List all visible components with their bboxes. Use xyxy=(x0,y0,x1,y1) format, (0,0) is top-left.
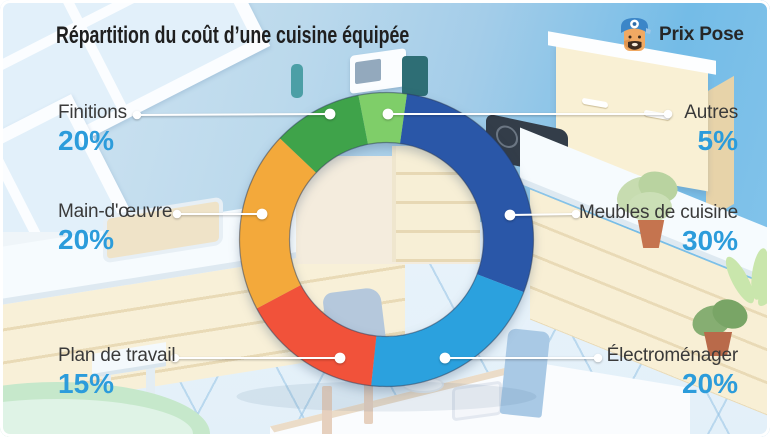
decor-table-leg xyxy=(364,380,373,424)
decor-microwave xyxy=(350,48,406,94)
callout-plan-de-travail: Plan de travail 15% xyxy=(58,345,176,399)
callout-percent: 5% xyxy=(697,125,738,156)
decor-stool-leg xyxy=(146,360,155,402)
decor-table-leg xyxy=(322,386,332,436)
callout-label: Meubles de cuisine xyxy=(578,202,738,223)
callout-percent: 30% xyxy=(681,225,738,256)
callout-percent: 15% xyxy=(58,368,115,399)
decor-plant-leaf xyxy=(628,192,672,222)
callout-finitions: Finitions 20% xyxy=(58,102,127,156)
decor-coffee-maker xyxy=(402,56,428,96)
decor-chair xyxy=(499,328,551,418)
chart-title: Répartition du coût d’une cuisine équipé… xyxy=(56,22,410,49)
decor-tray xyxy=(452,380,502,422)
callout-main-doeuvre: Main-d'œuvre 20% xyxy=(58,201,172,255)
brand-name: Prix Pose xyxy=(659,24,744,45)
callout-meubles-de-cuisine: Meubles de cuisine 30% xyxy=(579,202,738,256)
callout-percent: 20% xyxy=(58,125,115,156)
decor-chair xyxy=(321,286,389,364)
decor-stool-leg xyxy=(102,362,111,404)
decor-bottle xyxy=(291,64,303,98)
callout-label: Main-d'œuvre xyxy=(58,201,173,222)
prixpose-mascot-icon xyxy=(621,18,651,51)
decor-plant-pot xyxy=(703,332,733,356)
callout-label: Plan de travail xyxy=(58,345,176,366)
callout-label: Finitions xyxy=(58,102,127,123)
callout-percent: 20% xyxy=(681,368,738,399)
decor-palm xyxy=(720,247,770,312)
callout-label: Autres xyxy=(684,102,738,123)
callout-label: Électroménager xyxy=(606,345,739,366)
callout-electromenager: Électroménager 20% xyxy=(606,345,739,399)
callout-autres: Autres 5% xyxy=(684,102,738,156)
callout-percent: 20% xyxy=(58,224,115,255)
brand-logo: Prix Pose xyxy=(618,15,744,55)
decor-plate xyxy=(402,376,444,393)
decor-inner-drawers xyxy=(392,146,480,262)
